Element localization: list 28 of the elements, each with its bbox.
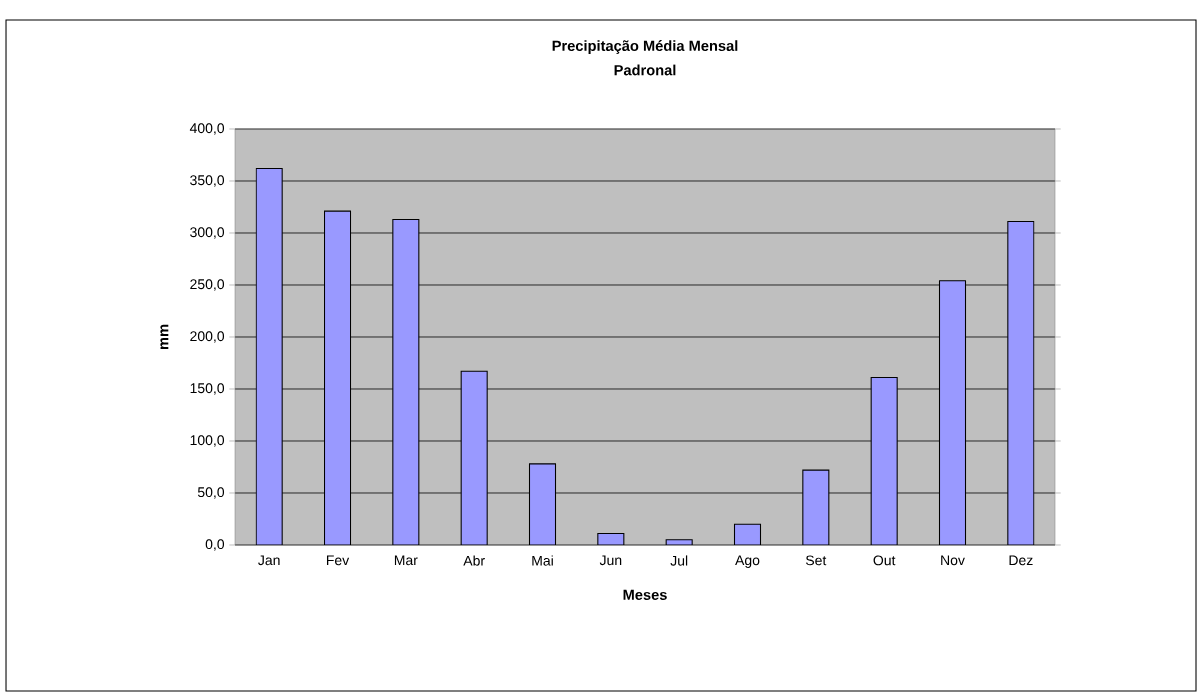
x-tick-label: Dez [1009, 555, 1033, 566]
y-tick-label: 300,0 [190, 227, 225, 239]
y-tick-label: 250,0 [190, 279, 225, 291]
x-tick-label: Mai [532, 555, 553, 566]
bar [733, 523, 762, 545]
x-tick-label: Nov [941, 555, 965, 566]
x-tick-label: Fev [326, 555, 350, 566]
y-tick-label: 400,0 [189, 123, 225, 135]
x-tick-label: Set [805, 555, 827, 566]
y-tick-label: 150,0 [190, 383, 225, 395]
y-tick-label: 200,0 [190, 331, 225, 343]
y-axis-title: mm [160, 324, 169, 350]
bar [665, 539, 693, 545]
x-tick-label: Jul [670, 555, 688, 566]
x-tick-label: Out [873, 555, 896, 566]
chart-subtitle: Padronal [614, 64, 676, 76]
y-tick-label: 100,0 [190, 435, 225, 447]
y-tick-label: 50,0 [197, 487, 225, 499]
x-tick-label: Jun [599, 555, 622, 566]
x-tick-label: Abr [463, 555, 485, 566]
x-tick-label: Jan [258, 555, 280, 566]
y-tick-label: 0,0 [205, 539, 225, 551]
x-tick-label: Ago [735, 555, 760, 568]
chart-title: Precipitação Média Mensal [552, 40, 738, 54]
x-axis-title: Meses [623, 589, 667, 600]
y-tick-label: 350,0 [190, 175, 225, 187]
x-tick-label: Mar [394, 555, 418, 566]
bar [597, 533, 625, 545]
